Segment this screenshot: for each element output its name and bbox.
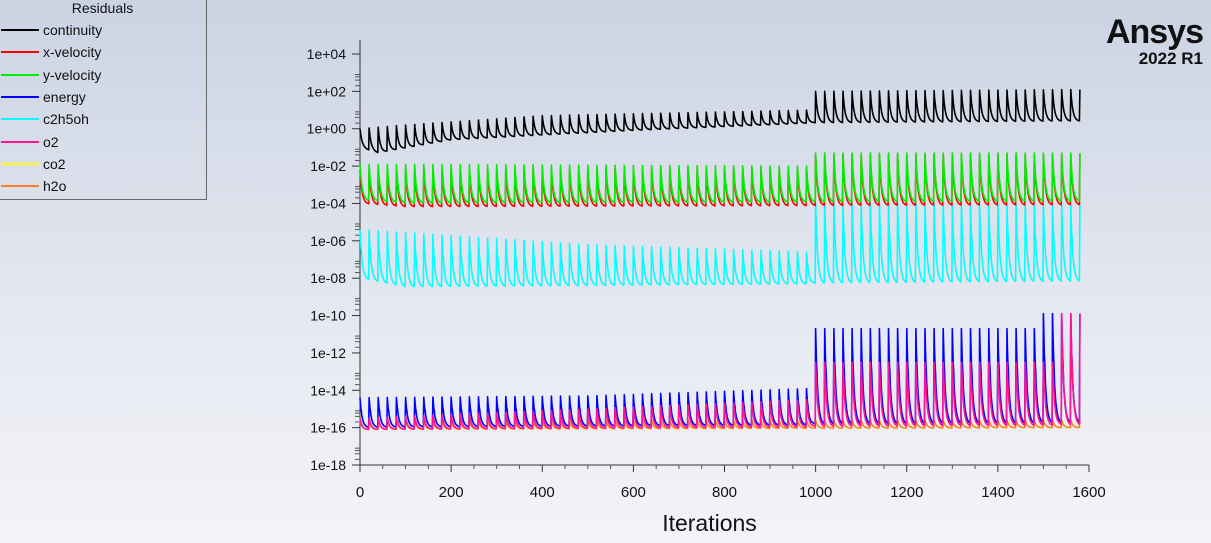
legend-item-continuity: continuity (0, 19, 206, 41)
y-tick-label: 1e-14 (310, 382, 346, 398)
x-tick-label: 1000 (799, 484, 832, 501)
legend-label: co2 (43, 155, 66, 172)
y-tick-label: 1e-02 (310, 158, 346, 174)
ansys-logo: Ansys 2022 R1 (1105, 13, 1204, 68)
x-tick-label: 200 (439, 484, 464, 501)
legend-item-o2: o2 (0, 130, 206, 152)
y-tick-label: 1e-10 (310, 308, 346, 324)
legend-label: c2h5oh (43, 111, 89, 128)
legend-title: Residuals (71, 0, 134, 16)
series-line-c2h5oh (359, 202, 1081, 288)
legend-item-c2h5oh: c2h5oh (0, 108, 206, 130)
y-tick-label: 1e-06 (310, 233, 346, 249)
legend-label: h2o (43, 178, 67, 195)
legend-item-h2o: h2o (0, 175, 206, 197)
legend-label: continuity (43, 22, 103, 39)
legend-swatch (1, 140, 39, 143)
y-tick-label: 1e-16 (310, 420, 346, 436)
series-line-h2o (359, 419, 1081, 431)
legend-item-x-velocity: x-velocity (0, 41, 206, 63)
legend-swatch (1, 185, 39, 188)
legend-swatch (1, 162, 39, 165)
x-tick-label: 800 (712, 484, 737, 501)
legend-label: energy (43, 89, 86, 106)
x-tick-label: 0 (356, 484, 364, 501)
series-line-y-velocity (359, 152, 1081, 204)
legend-label: o2 (43, 133, 59, 150)
x-axis-label: Iterations (662, 510, 757, 536)
y-tick-label: 1e-04 (310, 195, 346, 211)
y-tick-label: 1e-12 (310, 345, 346, 361)
legend-swatch (1, 118, 39, 121)
logo-version: 2022 R1 (1138, 49, 1203, 68)
y-tick-label: 1e-08 (310, 270, 346, 286)
x-tick-label: 400 (530, 484, 555, 501)
legend: Residuals continuity x-velocity y-velocity… (0, 0, 207, 200)
x-tick-label: 1600 (1072, 484, 1105, 501)
x-tick-label: 1400 (981, 484, 1014, 501)
x-tick-label: 600 (621, 484, 646, 501)
series-line-continuity (359, 88, 1081, 154)
y-tick-label: 1e-18 (310, 457, 346, 473)
legend-label: y-velocity (43, 66, 102, 83)
legend-label: x-velocity (43, 44, 102, 61)
series-line-o2 (359, 312, 1081, 431)
legend-item-co2: co2 (0, 153, 206, 175)
legend-swatch (1, 51, 39, 54)
logo-brand: Ansys (1105, 13, 1204, 51)
legend-swatch (1, 96, 39, 99)
legend-swatch (1, 73, 39, 76)
legend-item-y-velocity: y-velocity (0, 64, 206, 86)
y-tick-label: 1e+02 (307, 83, 347, 99)
legend-swatch (1, 29, 39, 32)
legend-item-energy: energy (0, 86, 206, 108)
y-tick-label: 1e+04 (307, 46, 347, 62)
series-line-energy (359, 312, 1081, 429)
x-tick-label: 1200 (890, 484, 923, 501)
y-tick-label: 1e+00 (307, 121, 347, 137)
